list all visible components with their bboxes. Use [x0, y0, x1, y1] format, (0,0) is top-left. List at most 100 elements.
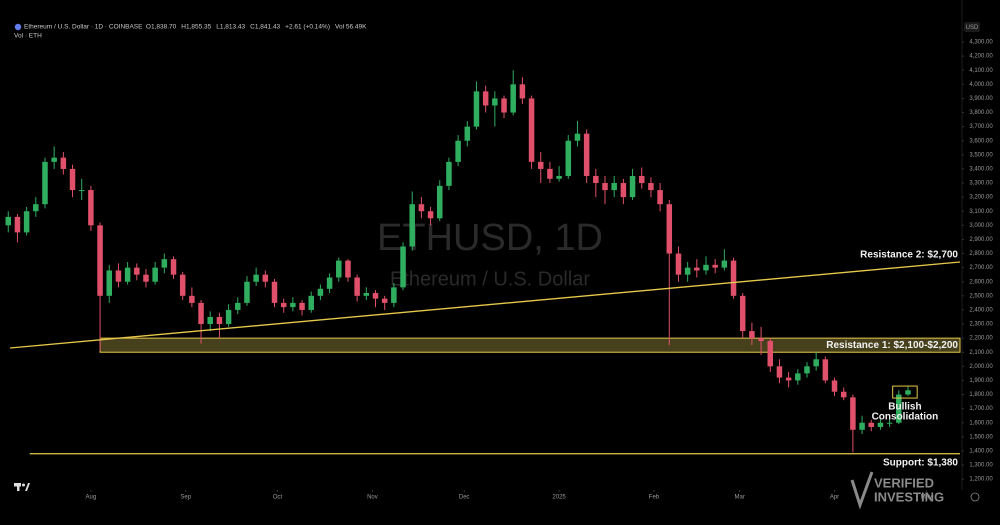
logo-shape — [25, 483, 30, 491]
candle-body — [648, 183, 654, 191]
candle-body — [336, 260, 342, 278]
consolidation-label: Consolidation — [872, 412, 939, 423]
candle-body — [602, 183, 608, 191]
ohlc-value: H1,855.35 — [181, 24, 211, 31]
consolidation-box — [892, 385, 918, 399]
y-tick-label: 3,700.00 — [969, 124, 993, 130]
y-tick-label: 1,600.00 — [969, 420, 993, 426]
candle-body — [262, 274, 269, 282]
y-tick-label: 1,800.00 — [969, 392, 993, 398]
logo-line1: VERIFIED — [874, 475, 934, 490]
candle-body — [464, 126, 471, 141]
y-tick-label: 2,800.00 — [969, 251, 993, 257]
currency-box — [964, 22, 980, 32]
candle-body — [501, 98, 507, 113]
candle-body — [400, 246, 406, 288]
candle-body — [850, 397, 856, 430]
candle-body — [767, 340, 774, 367]
x-tick-label: Mar — [734, 495, 744, 501]
candle-body — [143, 274, 149, 282]
candle-body — [574, 133, 581, 141]
candle-body — [418, 204, 425, 212]
candle-body — [510, 84, 516, 113]
consolidation-label: Bullish — [888, 402, 921, 413]
x-tick-label: Apr — [830, 495, 839, 501]
candle-body — [363, 293, 370, 296]
y-tick-label: 2,300.00 — [969, 322, 993, 328]
candle-body — [739, 295, 746, 332]
candle-body — [124, 267, 131, 282]
candle-body — [5, 216, 12, 226]
candle-body — [482, 91, 489, 106]
candle-body — [216, 316, 223, 325]
candle-body — [593, 175, 599, 184]
candle-body — [629, 175, 636, 198]
y-tick-label: 2,200.00 — [969, 336, 993, 342]
y-tick-label: 2,100.00 — [969, 350, 993, 356]
candle-body — [198, 302, 204, 325]
volume-legend: Vol · ETH — [14, 33, 42, 40]
candle-body — [161, 259, 168, 268]
y-tick-label: 3,500.00 — [969, 152, 993, 158]
y-tick-label: 2,900.00 — [969, 237, 993, 243]
candle-body — [684, 267, 691, 275]
support-label: Support: $1,380 — [883, 457, 958, 468]
candle-body — [804, 366, 810, 374]
candle-body — [317, 288, 324, 296]
ohlc-value: +2.61 (+0.14%) — [285, 24, 330, 31]
y-tick-label: 3,200.00 — [969, 195, 993, 201]
candle-body — [813, 359, 819, 367]
candle-body — [42, 161, 48, 205]
candle-body — [556, 175, 562, 179]
candle-body — [235, 302, 241, 310]
tradingview-logo — [14, 483, 30, 491]
candle-body — [271, 281, 278, 303]
candle-body — [492, 98, 498, 106]
candle-body — [473, 91, 480, 127]
candle-body — [620, 183, 627, 198]
candle-body — [547, 168, 553, 179]
candle-body — [831, 380, 838, 392]
y-tick-label: 4,000.00 — [969, 82, 993, 88]
y-tick-label: 2,600.00 — [969, 279, 993, 285]
candle-body — [60, 157, 67, 169]
candle-body — [749, 331, 755, 339]
candle-body — [179, 274, 186, 296]
candle-body — [78, 190, 85, 192]
candle-body — [207, 316, 213, 325]
candle-body — [795, 373, 801, 381]
candle-body — [290, 302, 296, 308]
candle-body — [69, 168, 76, 191]
y-tick-label: 3,000.00 — [969, 223, 993, 229]
eth-icon — [14, 23, 22, 31]
y-tick-label: 1,500.00 — [969, 434, 993, 440]
volume-value: Vol 56.49K — [335, 24, 367, 31]
candle-body — [712, 264, 718, 268]
x-tick-label: May — [921, 495, 932, 501]
candle-body — [657, 190, 663, 205]
candle-body — [730, 260, 737, 296]
y-tick-label: 3,300.00 — [969, 181, 993, 187]
x-tick-label: Sep — [180, 495, 191, 501]
x-tick-label: Dec — [459, 495, 470, 501]
candle-body — [455, 140, 461, 162]
y-tick-label: 3,100.00 — [969, 209, 993, 215]
y-tick-label: 2,700.00 — [969, 265, 993, 271]
y-tick-label: 3,900.00 — [969, 96, 993, 102]
candle-body — [345, 260, 351, 278]
candle-body — [703, 264, 709, 271]
candle-body — [372, 293, 379, 299]
candle-body — [152, 267, 158, 282]
candle-body — [299, 302, 305, 310]
y-tick-label: 2,500.00 — [969, 293, 993, 299]
x-tick-label: Nov — [367, 495, 378, 501]
candle-body — [785, 377, 792, 381]
y-tick-label: 1,400.00 — [969, 449, 993, 455]
zone-label: Resistance 1: $2,100-$2,200 — [826, 340, 958, 351]
candle-body — [519, 84, 526, 99]
candle-body — [840, 391, 847, 398]
candle-body — [170, 259, 177, 275]
candle-body — [115, 270, 122, 282]
